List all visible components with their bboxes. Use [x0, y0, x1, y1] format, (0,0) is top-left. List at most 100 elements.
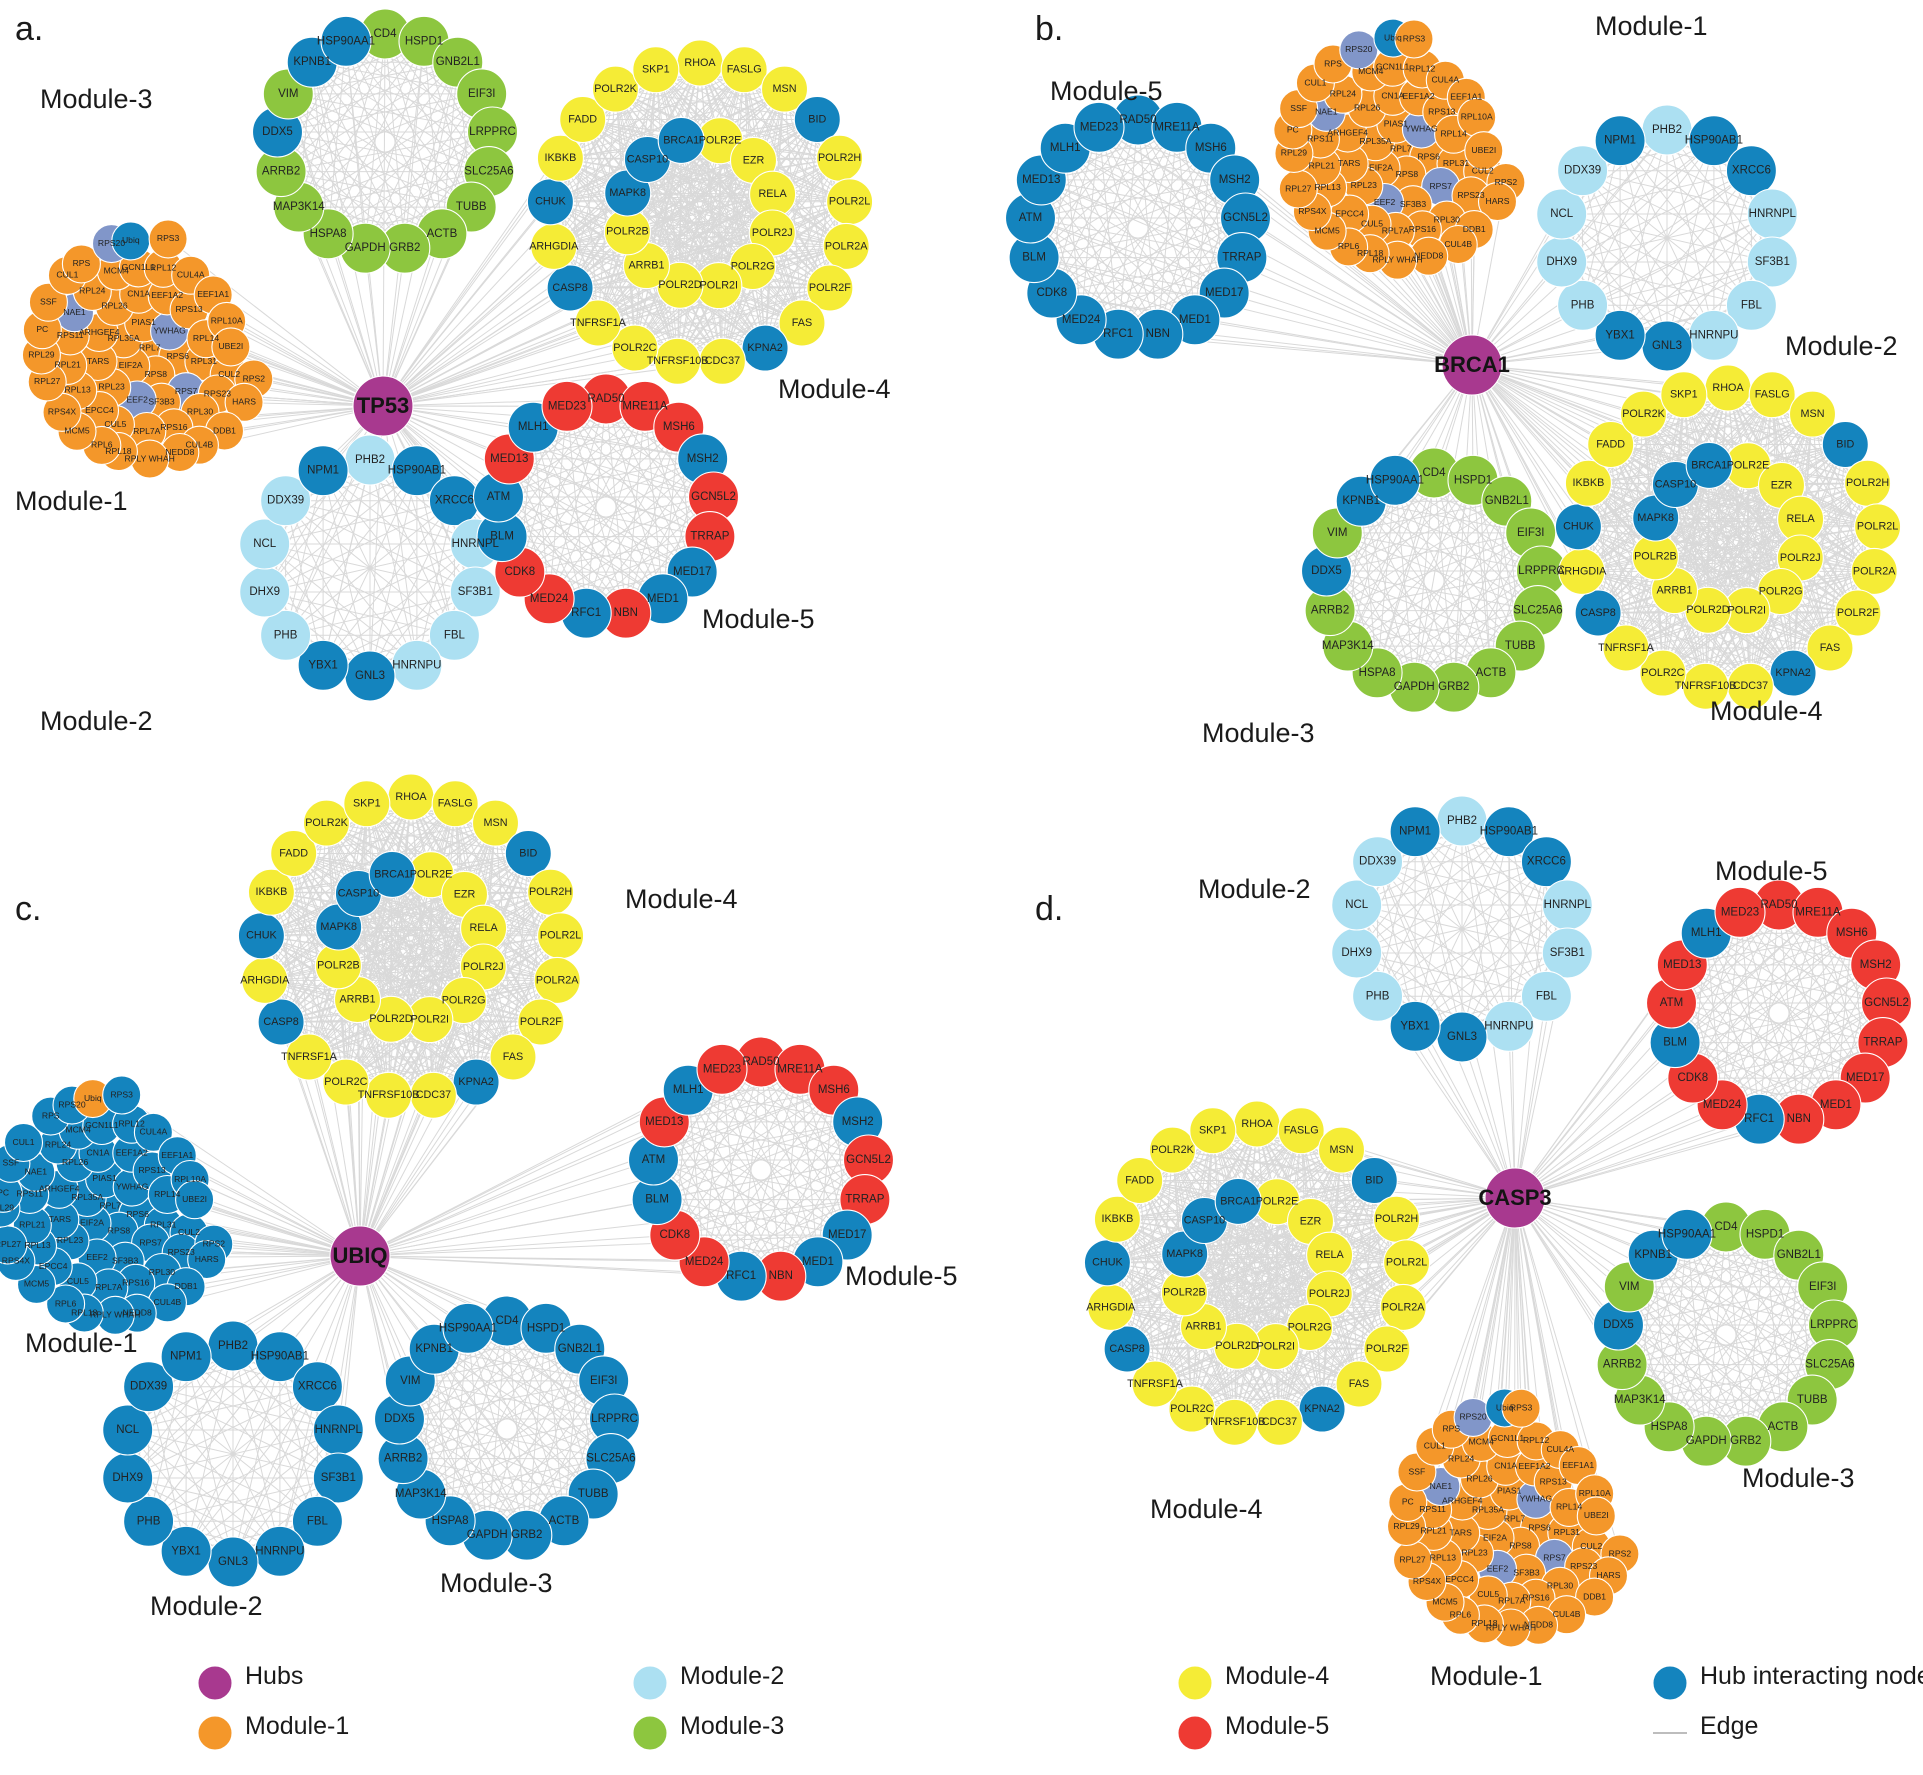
svg-text:RPL29: RPL29: [28, 349, 54, 359]
svg-text:MCM5: MCM5: [64, 426, 90, 436]
svg-text:EEF1A1: EEF1A1: [161, 1150, 193, 1160]
svg-text:ACTB: ACTB: [1476, 667, 1507, 679]
svg-text:MSN: MSN: [484, 817, 508, 829]
svg-text:CUL1: CUL1: [1304, 77, 1326, 87]
svg-text:RPS7: RPS7: [1429, 181, 1452, 191]
svg-text:NCL: NCL: [116, 1424, 140, 1436]
svg-text:TRRAP: TRRAP: [1222, 252, 1261, 264]
svg-text:MRE11A: MRE11A: [622, 400, 667, 412]
svg-text:ACTB: ACTB: [1768, 1421, 1799, 1433]
svg-text:EEF2: EEF2: [126, 394, 148, 404]
svg-text:GRB2: GRB2: [511, 1529, 542, 1541]
svg-text:EIF3I: EIF3I: [1517, 527, 1544, 539]
svg-text:RPL31: RPL31: [150, 1220, 176, 1230]
svg-text:FASLG: FASLG: [438, 798, 473, 810]
svg-text:VIM: VIM: [1327, 527, 1347, 539]
svg-text:EEF2: EEF2: [1374, 197, 1396, 207]
svg-text:HNRNPU: HNRNPU: [255, 1545, 304, 1557]
svg-text:MLH1: MLH1: [1050, 142, 1081, 154]
svg-text:PC: PC: [36, 324, 48, 334]
svg-text:RPL21: RPL21: [55, 360, 81, 370]
svg-text:GNL3: GNL3: [1652, 340, 1682, 352]
svg-text:RPS11: RPS11: [16, 1189, 43, 1199]
svg-text:POLR2H: POLR2H: [529, 886, 572, 898]
svg-text:POLR2J: POLR2J: [463, 961, 504, 973]
svg-text:RPL24: RPL24: [45, 1139, 71, 1149]
svg-text:DHX9: DHX9: [1546, 256, 1577, 268]
svg-text:CDC37: CDC37: [416, 1089, 451, 1101]
svg-text:POLR2I: POLR2I: [411, 1013, 449, 1025]
svg-text:RPS3: RPS3: [1403, 33, 1426, 43]
svg-text:ATM: ATM: [487, 491, 510, 503]
svg-text:PHB2: PHB2: [1447, 815, 1477, 827]
svg-text:Ubiq: Ubiq: [122, 235, 140, 245]
svg-text:YWHAG: YWHAG: [153, 325, 186, 335]
svg-text:YBX1: YBX1: [171, 1545, 200, 1557]
svg-text:POLR2K: POLR2K: [305, 817, 348, 829]
svg-text:NAE1: NAE1: [25, 1167, 48, 1177]
svg-text:ARRB2: ARRB2: [1311, 605, 1349, 617]
svg-text:POLR2B: POLR2B: [317, 960, 360, 972]
svg-text:PHB2: PHB2: [218, 1340, 248, 1352]
svg-text:DDX5: DDX5: [1311, 565, 1342, 577]
svg-text:RFC1: RFC1: [571, 607, 601, 619]
svg-text:RPS20: RPS20: [58, 1099, 85, 1109]
svg-text:RPS2: RPS2: [1495, 177, 1518, 187]
svg-text:HSPA8: HSPA8: [432, 1515, 469, 1527]
svg-text:RPS: RPS: [42, 1110, 60, 1120]
svg-text:POLR2F: POLR2F: [1837, 607, 1879, 619]
svg-text:EPCC4: EPCC4: [1335, 208, 1364, 218]
svg-text:CUL1: CUL1: [13, 1137, 35, 1147]
svg-text:RPL21: RPL21: [19, 1219, 45, 1229]
svg-text:POLR2K: POLR2K: [1622, 408, 1665, 420]
svg-text:GNB2L1: GNB2L1: [436, 56, 480, 68]
svg-text:SLC25A6: SLC25A6: [1513, 605, 1562, 617]
svg-text:RPL29: RPL29: [0, 1202, 14, 1212]
svg-text:HSPA8: HSPA8: [310, 228, 347, 240]
svg-text:RPS6: RPS6: [126, 1209, 149, 1219]
svg-text:EIF2A: EIF2A: [1369, 163, 1393, 173]
svg-text:PHB2: PHB2: [355, 454, 385, 466]
svg-text:RPS13: RPS13: [138, 1165, 165, 1175]
svg-text:MED13: MED13: [645, 1116, 683, 1128]
svg-text:RPL10A: RPL10A: [174, 1174, 206, 1184]
svg-text:EIF2A: EIF2A: [80, 1218, 104, 1228]
svg-text:POLR2D: POLR2D: [1686, 604, 1729, 616]
svg-text:UBE2I: UBE2I: [218, 341, 243, 351]
svg-text:RPL24: RPL24: [1330, 88, 1356, 98]
svg-text:IKBKB: IKBKB: [255, 886, 287, 898]
svg-text:GCN5L2: GCN5L2: [691, 491, 736, 503]
svg-text:TNFRSF1A: TNFRSF1A: [1598, 642, 1655, 654]
svg-text:PC: PC: [1287, 124, 1299, 134]
svg-text:HSPD1: HSPD1: [405, 35, 443, 47]
svg-text:HNRNPL: HNRNPL: [315, 1424, 363, 1436]
svg-text:RPS23: RPS23: [204, 388, 231, 398]
svg-text:CN1A: CN1A: [127, 288, 150, 298]
svg-text:RPS7: RPS7: [139, 1237, 162, 1247]
svg-text:SSF: SSF: [40, 296, 57, 306]
svg-text:ACTB: ACTB: [549, 1515, 580, 1527]
svg-text:BLM: BLM: [490, 531, 514, 543]
svg-text:BID: BID: [808, 113, 826, 125]
svg-text:MED17: MED17: [673, 566, 711, 578]
svg-text:DDX39: DDX39: [1359, 856, 1396, 868]
svg-text:POLR2G: POLR2G: [442, 994, 486, 1006]
svg-text:RFC1: RFC1: [1103, 328, 1133, 340]
svg-text:RPS2: RPS2: [243, 373, 266, 383]
svg-text:RPL7A: RPL7A: [1382, 226, 1409, 236]
svg-text:SF3B3: SF3B3: [148, 396, 174, 406]
svg-text:RPS4X: RPS4X: [48, 407, 76, 417]
svg-text:MRE11A: MRE11A: [777, 1063, 822, 1075]
svg-text:RPL30: RPL30: [187, 407, 213, 417]
svg-text:EEF2: EEF2: [86, 1252, 108, 1262]
svg-text:EZR: EZR: [1771, 479, 1793, 491]
svg-text:MED24: MED24: [1062, 314, 1101, 326]
svg-text:MED24: MED24: [685, 1256, 724, 1268]
svg-text:RPL7: RPL7: [139, 342, 161, 352]
svg-text:RPL12: RPL12: [150, 263, 176, 273]
svg-text:UBIQ: UBIQ: [333, 1243, 388, 1268]
svg-text:RPL29: RPL29: [1281, 148, 1307, 158]
svg-text:TARS: TARS: [49, 1214, 72, 1224]
svg-text:BLM: BLM: [645, 1194, 669, 1206]
svg-text:ATM: ATM: [642, 1154, 665, 1166]
